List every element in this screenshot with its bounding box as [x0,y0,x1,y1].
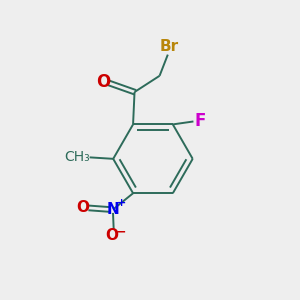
Text: N: N [107,202,119,217]
Text: F: F [195,112,206,130]
Text: O: O [106,229,119,244]
Text: O: O [96,73,110,91]
Text: +: + [117,198,126,208]
Text: O: O [76,200,89,215]
Text: CH₃: CH₃ [64,150,90,164]
Text: −: − [116,225,126,238]
Text: Br: Br [160,39,179,54]
